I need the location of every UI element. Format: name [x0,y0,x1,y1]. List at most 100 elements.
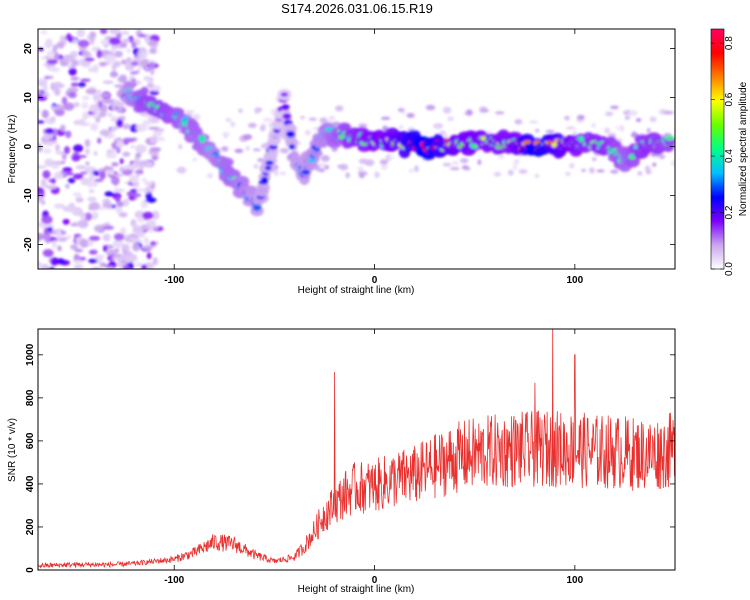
spectrogram-cell [38,165,47,169]
spectrogram-cell [357,166,364,172]
spectrogram-cell [55,230,62,240]
spectrogram-cell [116,140,125,148]
snr-frame [37,328,676,571]
spectrogram-cell [72,192,82,197]
spectrogram-cell [122,151,131,157]
spectrogram-cell [102,233,111,242]
spectrogram-cell [40,30,48,35]
spectrogram-cell [518,169,528,174]
spectrogram-cell [116,118,124,128]
spectrogram-ytick-label: -20 [23,237,34,252]
spectrogram-cell [71,154,81,162]
spectrogram-cell [84,212,93,221]
spectrogram-cell [274,169,279,177]
spectrogram-cell [146,219,157,227]
spectrogram-cell [452,160,459,166]
spectrogram-cell [494,111,505,115]
spectrogram-cell [51,105,58,111]
spectrogram-cell [116,101,125,108]
spectrogram-cell [77,219,89,229]
spectrogram-cell [176,167,185,171]
spectrogram-cell [62,218,70,225]
spectrogram-cell [589,167,595,174]
spectrogram-cell [135,123,148,132]
spectrogram-cell [141,177,147,182]
spectrogram-cell [65,172,74,176]
spectrogram-cell [374,171,380,178]
spectrogram-cell [88,202,101,211]
spectrogram-cell [75,165,87,170]
spectrogram-cell [98,61,108,67]
spectrogram-cell [88,67,98,73]
spectrogram-cell [38,109,41,113]
spectrogram-cell [380,116,391,120]
colorbar: 0.0 0.2 0.4 0.6 0.8 Normalized spectral ampl… [710,28,749,276]
spectrogram-cell [119,227,127,235]
spectrogram-cell [245,145,250,152]
spectrogram-cell [339,163,349,171]
spectrogram-cell [41,93,51,97]
spectrogram-cell [102,98,115,104]
spectrogram-cell [88,189,95,194]
spectrogram-cell [379,159,389,165]
snr-xlabel: Height of straight line (km) [298,584,415,595]
spectrogram-cell [111,204,116,209]
spectrogram-cell [358,123,368,128]
colorbar-tick-label: 0.0 [724,262,735,276]
spectrogram-cell [345,172,350,179]
spectrogram-cell [279,171,287,176]
spectrogram-cell [130,219,137,227]
spectrogram-cell [131,175,138,185]
spectrogram-cell [230,121,236,128]
spectrogram-cell [57,245,62,252]
spectrogram-cell [610,105,619,110]
spectrogram-cell [42,148,52,154]
spectrogram-cell [49,75,54,80]
spectrogram-cell [52,44,58,54]
spectrogram-cell [143,237,150,245]
spectrogram-cell [414,165,419,173]
spectrogram-cell [178,144,183,150]
spectrogram-cell [65,33,72,41]
spectrogram-cell [288,144,295,150]
colorbar-tick-label: 0.6 [724,92,735,106]
spectrogram-cell [398,125,404,129]
spectrogram-cell [42,170,51,179]
spectrogram-cell [256,181,270,194]
spectrogram-cell [72,173,84,180]
spectrogram-cell [253,164,259,169]
snr-xtick-label: 100 [566,575,583,586]
figure-title: S174.2026.031.06.15.R19 [281,1,433,16]
spectrogram-cell [118,211,128,218]
spectrogram-cell [116,200,125,208]
spectrogram-cell [97,137,102,144]
spectrogram-cell [486,130,492,134]
spectrogram-cell [142,245,154,250]
spectrogram-cell [311,149,323,158]
spectrogram-cell [139,166,144,170]
spectrogram-cell [84,139,91,148]
spectrogram-cell [79,238,89,248]
spectrogram-ytick-label: 10 [23,92,34,104]
spectrogram-cell [123,80,136,91]
spectrogram-cell [135,172,141,177]
spectrogram-cell [98,111,107,118]
spectrogram-cell [150,85,161,92]
spectrogram-cell [460,158,469,164]
spectrogram-cell [67,177,76,184]
spectrogram-cell [126,48,132,54]
spectrogram-cell [331,147,338,152]
spectrogram-cell [646,128,651,133]
snr-ytick-label: 200 [25,518,36,535]
spectrogram-cell [51,177,56,184]
spectrogram-cell [60,160,66,164]
spectrogram-cell [100,39,109,45]
spectrogram-cell [53,171,64,180]
spectrogram-cell [71,58,77,68]
spectrogram-cell [112,60,121,68]
spectrogram-cell [135,262,143,268]
spectrogram-cell [443,133,449,138]
spectrogram-cell [44,128,55,135]
spectrogram-cell [80,78,91,82]
spectrogram-cell [262,117,273,122]
